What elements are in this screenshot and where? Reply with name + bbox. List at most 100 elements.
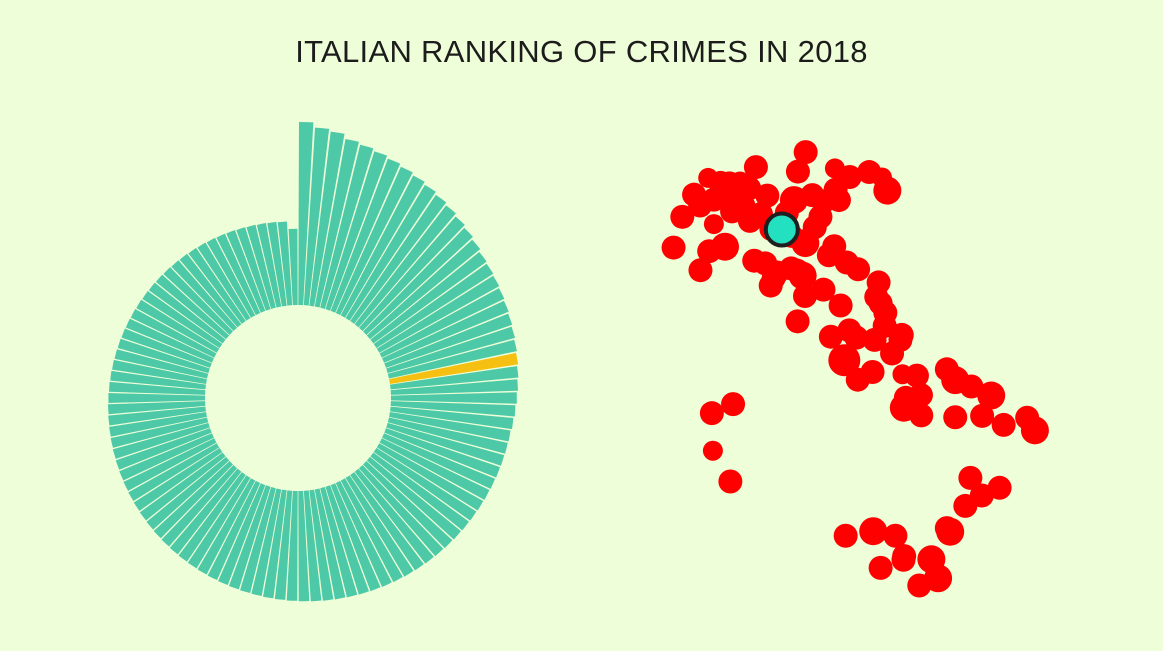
radial-bar[interactable] bbox=[382, 300, 509, 363]
map-point[interactable] bbox=[991, 412, 1016, 437]
radial-bar[interactable] bbox=[161, 464, 238, 547]
map-point[interactable] bbox=[703, 214, 724, 235]
map-point[interactable] bbox=[743, 155, 768, 180]
radial-bar[interactable] bbox=[386, 326, 515, 374]
radial-bar[interactable] bbox=[117, 338, 210, 374]
radial-bar[interactable] bbox=[387, 339, 517, 379]
radial-bar[interactable] bbox=[240, 487, 276, 593]
radial-bar[interactable] bbox=[178, 472, 246, 562]
radial-bar-highlight[interactable] bbox=[389, 352, 519, 384]
radial-bar[interactable] bbox=[384, 428, 500, 478]
radial-bar[interactable] bbox=[218, 483, 266, 586]
radial-bar[interactable] bbox=[207, 480, 261, 581]
radial-bar[interactable] bbox=[256, 223, 282, 308]
radial-bar[interactable] bbox=[114, 349, 209, 379]
radial-bar[interactable] bbox=[108, 393, 206, 403]
map-point[interactable] bbox=[721, 392, 746, 417]
radial-bar[interactable] bbox=[389, 412, 511, 442]
map-point[interactable] bbox=[688, 258, 713, 283]
radial-bar[interactable] bbox=[123, 438, 217, 491]
radial-bar[interactable] bbox=[358, 216, 465, 332]
map-point[interactable] bbox=[761, 265, 786, 290]
radial-bar[interactable] bbox=[228, 485, 271, 590]
radial-bar[interactable] bbox=[125, 318, 214, 363]
radial-bar[interactable] bbox=[363, 227, 473, 335]
radial-bar[interactable] bbox=[169, 468, 242, 555]
map-point[interactable] bbox=[909, 403, 934, 428]
map-point[interactable] bbox=[702, 440, 723, 461]
radial-bar[interactable] bbox=[115, 428, 212, 470]
radial-bar[interactable] bbox=[288, 228, 298, 306]
radial-bar[interactable] bbox=[340, 478, 403, 583]
radial-bar[interactable] bbox=[309, 489, 334, 601]
map-point[interactable] bbox=[670, 204, 695, 229]
radial-bar[interactable] bbox=[263, 489, 287, 599]
radial-bar[interactable] bbox=[340, 175, 425, 318]
map-point[interactable] bbox=[785, 159, 810, 184]
radial-bar[interactable] bbox=[363, 461, 453, 549]
radial-bar[interactable] bbox=[387, 417, 508, 454]
map-point[interactable] bbox=[697, 239, 722, 264]
radial-bar[interactable] bbox=[110, 370, 206, 390]
radial-bar[interactable] bbox=[390, 379, 518, 395]
radial-bar[interactable] bbox=[358, 464, 444, 557]
map-point[interactable] bbox=[826, 188, 851, 213]
radial-bar[interactable] bbox=[142, 290, 223, 349]
radial-bar[interactable] bbox=[206, 237, 256, 318]
radial-bar[interactable] bbox=[153, 461, 233, 539]
map-point[interactable] bbox=[958, 465, 983, 490]
radial-bar[interactable] bbox=[216, 233, 261, 316]
radial-bar[interactable] bbox=[330, 158, 401, 313]
map-point[interactable] bbox=[934, 516, 959, 541]
map-point[interactable] bbox=[970, 403, 995, 428]
radial-bar[interactable] bbox=[286, 490, 298, 601]
map-point[interactable] bbox=[873, 176, 902, 205]
map-point[interactable] bbox=[661, 235, 686, 260]
radial-bar[interactable] bbox=[314, 139, 359, 308]
map-point[interactable] bbox=[802, 215, 827, 240]
radial-bar[interactable] bbox=[110, 417, 209, 448]
radial-bar[interactable] bbox=[379, 438, 490, 500]
map-point[interactable] bbox=[785, 258, 810, 283]
radial-bar[interactable] bbox=[386, 422, 505, 466]
radial-bar[interactable] bbox=[128, 443, 220, 502]
radial-bar[interactable] bbox=[277, 221, 293, 306]
map-point[interactable] bbox=[908, 383, 933, 408]
radial-bar[interactable] bbox=[390, 366, 519, 390]
radial-bar[interactable] bbox=[112, 359, 207, 384]
map-point[interactable] bbox=[868, 291, 893, 316]
map-point[interactable] bbox=[737, 208, 762, 233]
radial-bar[interactable] bbox=[246, 224, 276, 309]
radial-bar[interactable] bbox=[112, 422, 210, 459]
radial-bar[interactable] bbox=[382, 433, 496, 489]
radial-bar[interactable] bbox=[121, 328, 212, 368]
radial-bar[interactable] bbox=[370, 452, 469, 531]
map-point[interactable] bbox=[755, 183, 780, 208]
radial-bar[interactable] bbox=[373, 447, 477, 521]
radial-bar[interactable] bbox=[325, 151, 388, 311]
map-point[interactable] bbox=[846, 257, 871, 282]
radial-bar[interactable] bbox=[303, 490, 322, 602]
radial-bar[interactable] bbox=[148, 282, 226, 344]
map-point[interactable] bbox=[953, 493, 978, 518]
radial-bar[interactable] bbox=[384, 313, 513, 368]
map-point[interactable] bbox=[892, 364, 913, 385]
map-point[interactable] bbox=[977, 381, 1006, 410]
radial-bar[interactable] bbox=[350, 472, 424, 571]
radial-bar[interactable] bbox=[379, 288, 505, 358]
radial-bar[interactable] bbox=[267, 221, 287, 307]
map-point[interactable] bbox=[859, 517, 888, 546]
map-point[interactable] bbox=[959, 374, 984, 399]
map-point[interactable] bbox=[943, 405, 968, 430]
radial-bar[interactable] bbox=[109, 381, 206, 395]
map-point[interactable] bbox=[828, 344, 861, 377]
radial-bar[interactable] bbox=[146, 456, 230, 530]
radial-bar[interactable] bbox=[320, 144, 374, 309]
map-point[interactable] bbox=[723, 181, 748, 206]
radial-bar[interactable] bbox=[309, 131, 345, 307]
radial-bar[interactable] bbox=[108, 401, 206, 415]
map-point[interactable] bbox=[860, 360, 885, 384]
map-point[interactable] bbox=[868, 555, 893, 580]
map-point[interactable] bbox=[785, 309, 810, 334]
radial-bar[interactable] bbox=[354, 468, 434, 564]
